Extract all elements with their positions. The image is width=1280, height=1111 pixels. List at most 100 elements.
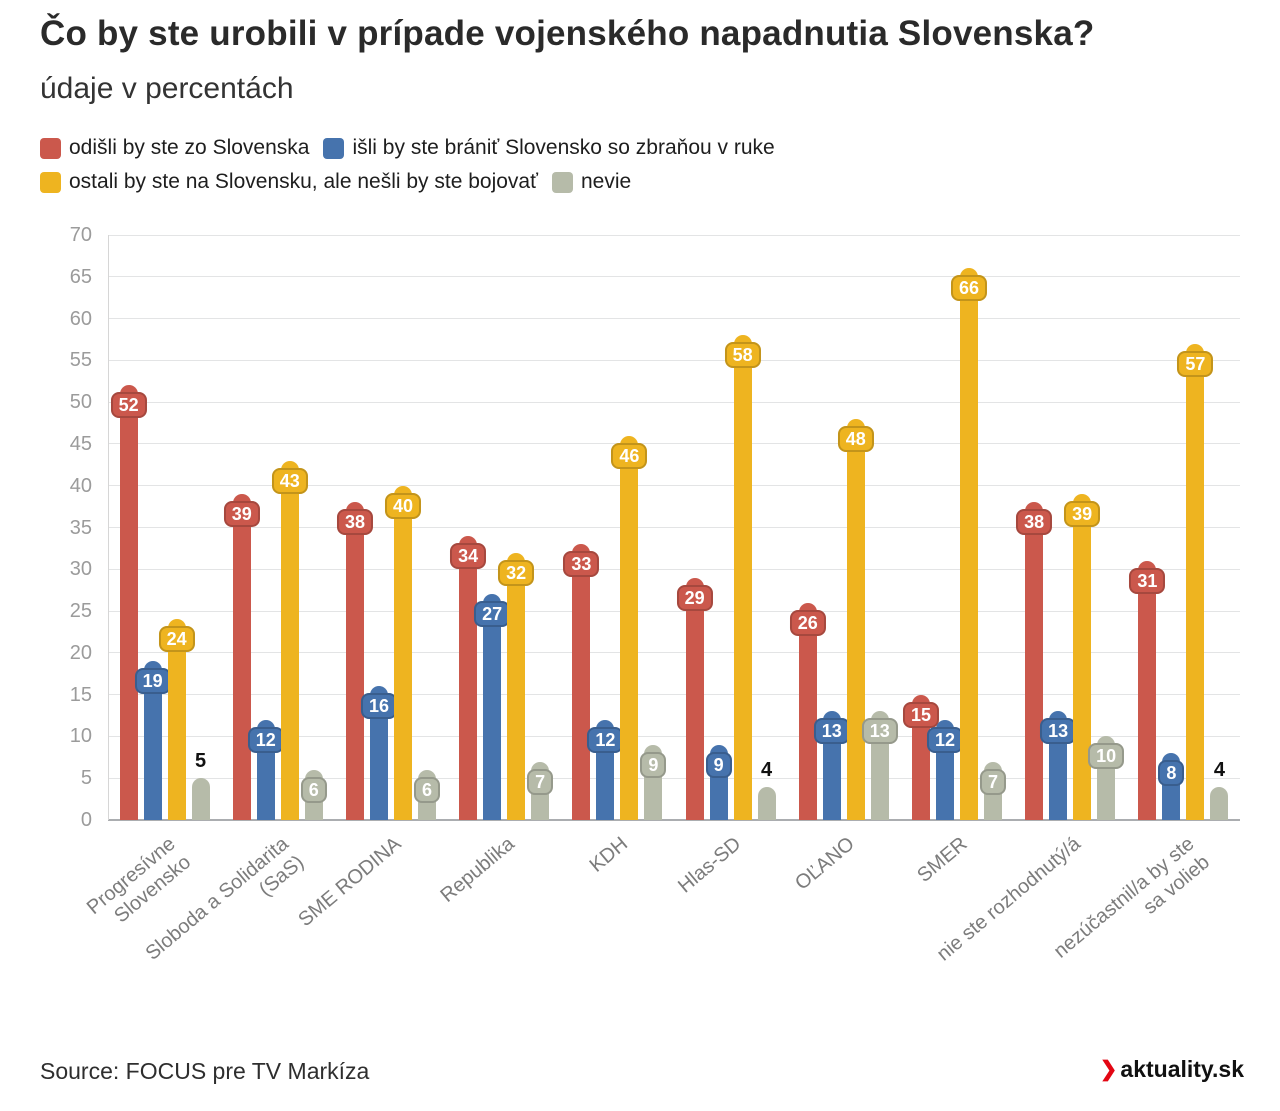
bar-value-badge: 26 [789,609,826,636]
bar-value-badge: 43 [271,467,308,494]
grid-line [108,777,1240,779]
bar-value-badge: 12 [587,726,624,753]
bar-value-badge: 6 [413,776,441,803]
bar-value-badge: 34 [450,542,487,569]
bar [167,619,186,820]
bar-value-badge: 7 [979,768,1007,795]
grid-line [108,276,1240,278]
legend-label: ostali by ste na Slovensku, ale nešli by… [69,170,538,193]
bar-value-badge: 8 [1158,760,1185,787]
bar [757,786,776,820]
source-note: Source: FOCUS pre TV Markíza [40,1058,370,1084]
bar [370,686,388,820]
grid-line [108,401,1240,403]
legend-swatch [40,137,61,159]
grid-line [108,443,1240,445]
y-tick-label: 25 [69,600,92,623]
bar-value-badge: 38 [1016,509,1053,536]
bar [119,385,138,820]
y-tick-label: 55 [69,349,92,372]
bar-value-badge: 6 [300,776,327,803]
y-tick-label: 0 [80,809,92,831]
legend-item: išli by ste brániť Slovensko so zbraňou … [323,136,775,160]
bar-value-label: 4 [761,758,773,781]
bar-value-badge: 38 [336,509,374,536]
bar-value-badge: 19 [134,668,171,695]
grid-line [108,318,1240,320]
bar [143,661,162,820]
x-category-label: SME RODINA [294,832,406,932]
bar-value-badge: 13 [813,718,850,745]
grid-line [108,610,1240,612]
x-category-label: Republika [436,832,519,907]
bar [685,577,704,820]
grid-line [108,485,1240,487]
grid-line [108,568,1240,570]
bar-value-badge: 52 [110,392,147,419]
bar [1138,560,1157,820]
grid-line [108,652,1240,654]
bar-value-badge: 13 [861,718,898,745]
bar [1073,494,1092,820]
y-tick-label: 65 [69,265,92,288]
legend-swatch [40,171,61,193]
bar [507,552,526,820]
bar-value-badge: 39 [1064,501,1101,528]
bar-value-badge: 31 [1129,567,1166,594]
y-tick-label: 5 [80,767,92,790]
grid-line [108,819,1240,821]
bar [1025,502,1044,820]
bar-value-badge: 16 [360,693,398,720]
bar-value-badge: 48 [837,425,874,452]
bar-value-badge: 29 [676,584,713,611]
x-category-label: Hlas-SD [674,832,746,898]
grid-line [108,735,1240,737]
bar-value-badge: 9 [640,751,667,778]
legend-swatch [323,137,345,159]
y-tick-label: 20 [69,641,92,664]
y-tick-label: 50 [69,391,92,414]
grid-line [108,694,1240,696]
chart-subtitle: údaje v percentách [40,72,294,105]
bar-value-badge: 27 [474,601,511,628]
bar [394,485,412,820]
x-category-label: KDH [585,832,633,877]
legend-label: odišli by ste zo Slovenska [69,136,310,159]
brand-logo: ❯ aktuality.sk [1100,1056,1244,1083]
bar [483,594,502,820]
bar-value-badge: 32 [498,559,535,586]
bar-value-badge: 58 [724,342,761,369]
legend-label: nevie [580,170,632,193]
y-axis-line [108,235,109,820]
bar-value-badge: 66 [950,275,988,302]
bar [960,268,978,820]
y-tick-label: 30 [69,558,92,581]
x-category-label: OĽANO [790,832,859,895]
bar-value-badge: 57 [1177,350,1214,377]
bar [846,418,865,820]
bar [1186,343,1205,820]
bar-value-badge: 24 [158,626,195,653]
bar-value-badge: 10 [1088,743,1125,770]
bar [798,602,817,820]
y-tick-label: 60 [69,307,92,330]
bar-value-badge: 12 [247,726,284,753]
bar-value-badge: 15 [902,701,940,728]
bar [191,778,210,820]
y-tick-label: 40 [69,474,92,497]
bar-value-badge: 9 [705,751,732,778]
grid-line [108,527,1240,528]
brand-arrow-icon: ❯ [1099,1058,1118,1081]
brand-text: aktuality.sk [1120,1056,1244,1082]
bar-value-label: 5 [195,750,207,773]
bar [733,335,752,820]
bar-value-badge: 13 [1040,718,1077,745]
bar [1210,786,1229,820]
legend-item: ostali by ste na Slovensku, ale nešli by… [40,170,538,194]
legend-item: odišli by ste zo Slovenska [40,136,309,160]
grid-line [108,359,1240,361]
bar [346,502,364,820]
y-tick-label: 35 [69,516,92,539]
